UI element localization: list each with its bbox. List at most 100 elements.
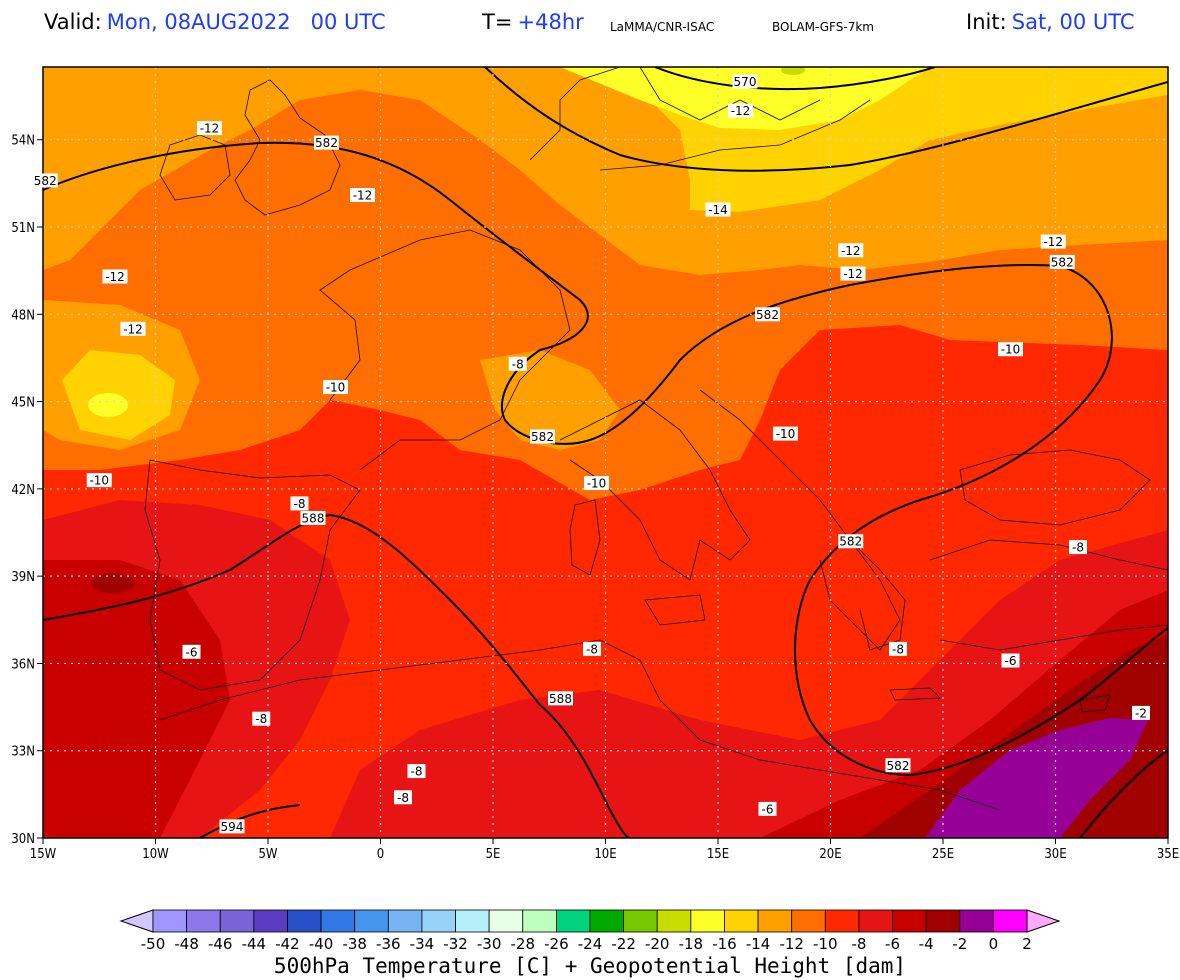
- valid-label: Valid:: [44, 10, 102, 34]
- temperature-label: -6: [1001, 653, 1020, 668]
- temperature-label-bg: [1069, 540, 1087, 555]
- colorbar-swatch: [152, 909, 188, 933]
- temperature-label-bg: [323, 380, 348, 395]
- temperature-label-text: -8: [397, 791, 409, 805]
- temperature-label: -8: [1069, 540, 1087, 555]
- contour-582-west: [43, 141, 1168, 777]
- height-label: 570: [732, 74, 758, 89]
- height-label-text: 582: [887, 759, 910, 773]
- temperature-label-bg: [86, 473, 112, 488]
- colorbar-label: -4: [919, 935, 934, 953]
- colorbar-label: -24: [578, 935, 603, 953]
- coast-italy: [559, 399, 751, 581]
- height-label-text: 588: [302, 511, 325, 525]
- colorbar-swatch: [992, 909, 1028, 933]
- colorbar-swatch: [421, 909, 456, 933]
- temperature-label-bg: [998, 342, 1023, 357]
- temperature-label-text: -6: [186, 645, 198, 659]
- temperature-label-bg: [584, 476, 609, 491]
- init-value: Sat, 00 UTC: [1011, 10, 1135, 34]
- lat-tick-label: 51N: [11, 221, 35, 236]
- temperature-label-bg: [583, 641, 601, 656]
- coast-balkans: [699, 389, 901, 651]
- colorbar-label: -38: [342, 935, 367, 953]
- coast-baltic: [599, 99, 871, 171]
- temperature-label: -12: [728, 103, 753, 118]
- temperature-label: -12: [1040, 234, 1066, 249]
- colorbar-swatch: [320, 909, 356, 933]
- colorbar-swatch: [387, 909, 423, 933]
- temperature-label: -10: [323, 380, 348, 395]
- colorbar-label: -30: [477, 935, 502, 953]
- temperature-label-text: -12: [1043, 235, 1063, 249]
- temperature-label-bg: [1040, 234, 1066, 249]
- colorbar-label: -50: [141, 935, 166, 953]
- temperature-label-bg: [758, 801, 777, 816]
- lon-tick-label: 0: [377, 847, 384, 862]
- temperature-label-text: -12: [841, 244, 861, 258]
- height-label-text: 582: [34, 174, 57, 188]
- temperature-label: -10: [584, 476, 609, 491]
- temperature-label-bg: [705, 202, 731, 217]
- temperature-label-text: -8: [411, 765, 423, 779]
- temperature-label-text: -12: [353, 189, 373, 203]
- height-label-bg: [1049, 254, 1075, 269]
- temperature-label-bg: [197, 121, 222, 136]
- temperature-label: -10: [86, 473, 112, 488]
- colorbar-label: -32: [443, 935, 468, 953]
- colorbar-swatch: [892, 909, 927, 933]
- height-label-bg: [838, 534, 864, 549]
- coast-nafrica: [159, 639, 1001, 811]
- temperature-label-text: -6: [1005, 654, 1017, 668]
- temperature-field: [43, 67, 1168, 838]
- temperature-label: -8: [290, 496, 309, 511]
- colorbar-swatch: [858, 909, 893, 933]
- lon-tick-label: 25E: [932, 847, 954, 862]
- colorbar-label: -28: [511, 935, 536, 953]
- lat-tick-label: 36N: [11, 657, 35, 672]
- temperature-label: -14: [705, 202, 731, 217]
- colorbar-label: -6: [885, 935, 900, 953]
- band-m6-m4-west: [43, 560, 230, 838]
- lat-tick-label: 39N: [11, 570, 35, 585]
- temperature-label-text: -10: [1001, 343, 1021, 357]
- height-label-bg: [548, 691, 573, 706]
- colorbar-label: -40: [309, 935, 334, 953]
- lead-time: T= +48hr: [482, 10, 584, 42]
- temperature-label-text: -14: [708, 203, 728, 217]
- init-label: Init:: [966, 10, 1007, 34]
- colorbar-title: 500hPa Temperature [C] + Geopotential He…: [273, 954, 907, 978]
- height-label-bg: [314, 135, 339, 150]
- temperature-label-bg: [773, 426, 798, 441]
- temperature-label-bg: [889, 641, 907, 656]
- colorbar-label: -36: [376, 935, 401, 953]
- temperature-label-bg: [182, 644, 201, 659]
- temperature-label-text: -10: [326, 381, 346, 395]
- temperature-label-text: -8: [512, 357, 524, 371]
- colorbar-swatch: [186, 909, 221, 933]
- coast-sicily: [644, 594, 706, 626]
- contour-570: [654, 67, 936, 91]
- colorbar-label: -8: [851, 935, 866, 953]
- height-label: 582: [838, 534, 864, 549]
- valid-time: Valid: Mon, 08AUG2022 00 UTC: [44, 10, 386, 42]
- temperature-label: -12: [840, 266, 866, 281]
- coast-cyprus: [1079, 694, 1111, 713]
- height-label-text: 570: [734, 75, 757, 89]
- height-label-bg: [219, 819, 245, 834]
- contour-labels: -12-12-12-12-10-10-8-8-10-10-10-12-14-12…: [32, 74, 1150, 834]
- model-label: BOLAM-GFS-7km: [772, 20, 874, 34]
- contour-594: [199, 804, 301, 838]
- lon-tick-label: 10W: [142, 847, 169, 862]
- band-m14-m12-alps: [480, 350, 620, 450]
- temperature-label-text: -12: [843, 267, 863, 281]
- colorbar-label: -20: [645, 935, 670, 953]
- height-label-bg: [300, 510, 326, 525]
- height-label-bg: [885, 758, 911, 773]
- colorbar-swatch: [219, 909, 255, 933]
- band-m20-m18: [781, 67, 805, 75]
- contour-588-east: [1079, 749, 1168, 838]
- lon-tick-label: 20E: [819, 847, 841, 862]
- temperature-label-text: -10: [89, 474, 109, 488]
